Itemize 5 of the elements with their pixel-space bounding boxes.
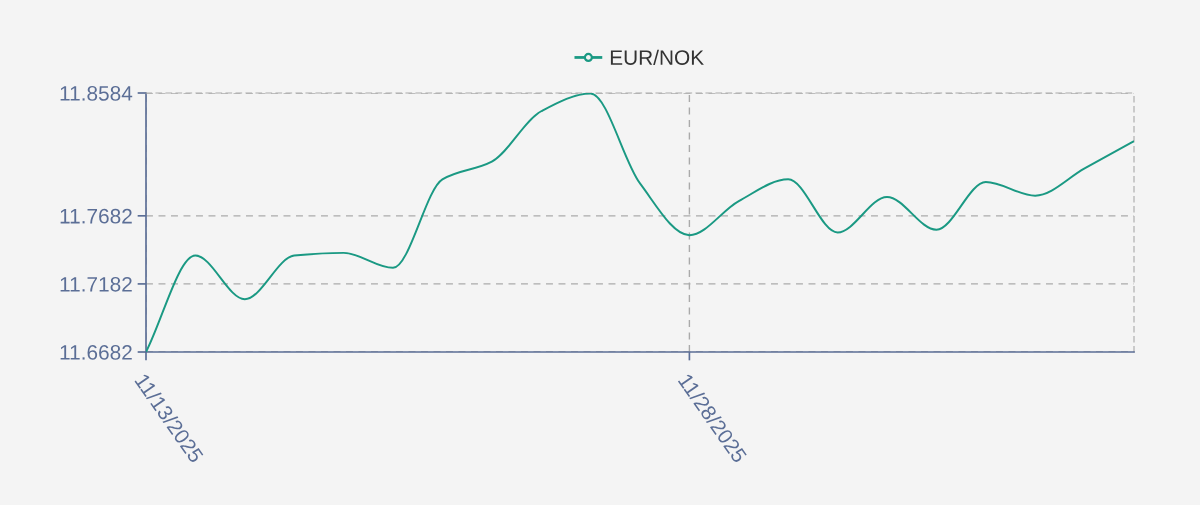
y-tick-label: 11.7182 bbox=[60, 276, 132, 292]
y-tick-label: 11.8584 bbox=[60, 86, 133, 101]
y-tick-label: 11.6682 bbox=[60, 345, 132, 360]
y-tick-label: 11.7682 bbox=[60, 208, 132, 224]
legend-label: EUR/NOK bbox=[610, 49, 704, 65]
